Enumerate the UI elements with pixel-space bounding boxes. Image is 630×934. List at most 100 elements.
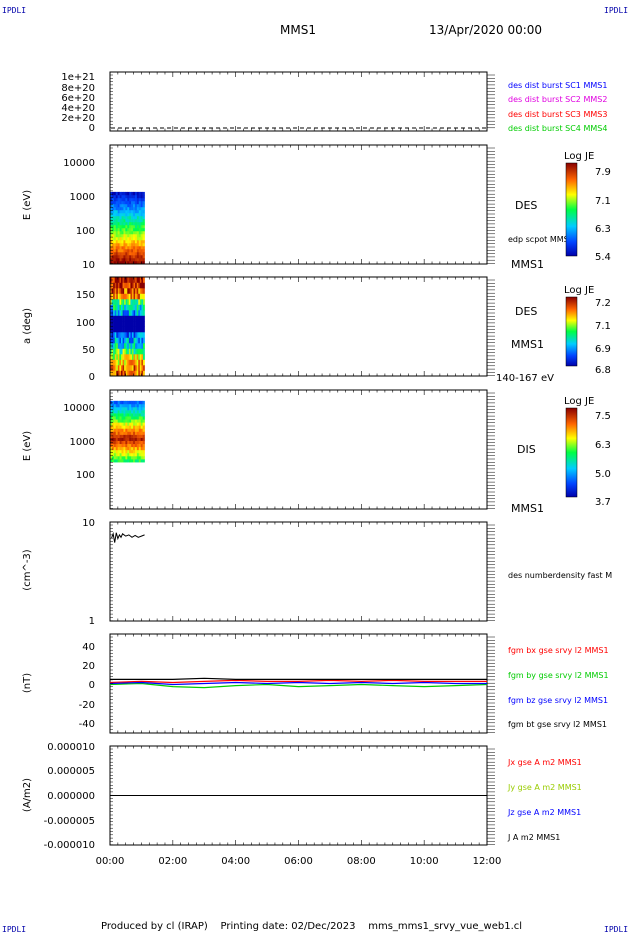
dis-energy-cell [119,410,122,414]
des-energy-cell [111,197,115,202]
des-energy-cell [133,251,136,256]
dis-energy-cell [142,431,145,435]
dis-energy-cell [119,449,122,454]
des-pitch-cell [117,337,120,344]
des-energy-cell [129,257,132,262]
dis-energy-cell [133,428,136,432]
des-energy-cell [131,242,134,247]
des-energy-cell [121,200,124,205]
dis-energy-cell [134,452,138,457]
des-energy-cell [133,227,136,232]
des-pitch-cell [127,321,130,327]
des-pitch-cell [128,321,131,327]
des-energy-cell [111,251,115,256]
dis-energy-cell [134,428,138,432]
dis-energy-cell [133,406,136,411]
dis-energy-cell [121,456,124,460]
header-date: 13/Apr/2020 00:00 [429,23,542,37]
dis-energy-cell [127,437,130,441]
des-energy-cell [117,248,120,253]
dis-energy-cell [117,459,120,463]
dis-energy-instrument: DIS [517,443,536,456]
des-pitch-cell [127,299,130,305]
des-pitch-cell [111,321,114,327]
des-pitch-cell [117,277,120,283]
density-ytick-1: 1 [89,616,95,627]
des-energy-cell [129,224,132,229]
dis-energy-cell [113,428,117,432]
dis-energy-cell [117,425,120,429]
des-energy-cell [138,227,142,232]
dis-energy-cell [110,446,113,451]
des-energy-cell [133,194,136,199]
des-pitch-cell [133,310,136,316]
dis-energy-cell [113,422,117,426]
des-pitch-cell [122,354,125,360]
des-energy-cell [125,200,128,205]
dis-energy-cell [142,400,145,405]
dis-energy-cell [121,437,124,441]
des-pitch-cell [110,332,112,338]
des-energy-cell [138,203,142,208]
current-ylabel: (A/m2) [22,778,33,812]
des-pitch-cell [131,293,134,300]
dis-energy-cell [140,419,143,423]
des-energy-cell [133,206,136,211]
des-energy-cell [133,245,136,250]
des-pitch-cell [142,277,145,283]
des-pitch-cell [127,370,130,377]
des-energy-cell [125,209,128,214]
des-energy-cell [125,215,128,220]
des-pitch-cell [125,370,128,377]
des-pitch-cell [127,277,130,283]
des-pitch-cell [122,310,125,316]
des-energy-cell [129,212,132,217]
des-energy-cell [142,200,145,205]
des-energy-ytick-10: 10 [82,260,95,271]
dis-energy-cell [115,437,118,441]
des-energy-cell [138,230,142,235]
dis-energy-cell [131,400,134,405]
des-energy-cell [127,245,130,250]
dis-energy-cell [138,416,142,420]
des-pitch-cell [136,365,139,371]
x-tick-label: 06:00 [284,856,313,867]
des-energy-cell [127,218,130,223]
dis-energy-cell [138,413,142,417]
dis-energy-cell [142,443,145,448]
des-energy-cell [125,233,128,238]
des-pitch-cell [116,310,119,316]
des-pitch-cell [122,370,125,377]
des-energy-cell [117,236,120,241]
des-pitch-cell [130,315,133,322]
des-pitch-cell [135,321,138,327]
dis-energy-cell [115,413,118,417]
des-energy-cell [140,209,143,214]
des-pitch-cell [135,365,138,371]
dis-energy-cell [113,456,117,460]
des-pitch-cell [117,354,120,360]
dis-energy-cell [110,422,113,426]
des-energy-cell [129,236,132,241]
des-energy-cell [142,206,145,211]
des-pitch-cell [111,332,114,338]
des-energy-cell [110,239,113,244]
dis-energy-cell [131,440,134,445]
des-pitch-cell [124,282,127,289]
des-pitch-cell [124,310,127,316]
des-energy-cell [125,221,128,226]
des-pitch-cell [119,315,122,322]
des-pitch-cell [125,321,128,327]
des-energy-cell [117,251,120,256]
des-energy-cell [133,215,136,220]
des-energy-cell [113,206,117,211]
dis-energy-cell [127,456,130,460]
des-pitch-cell [138,321,141,327]
des-energy-cell [131,260,134,265]
fgm-series-lines [109,677,488,689]
dis-energy-cell [131,452,134,457]
des-pitch-cell [130,304,133,311]
des-pitch-cell [141,337,144,344]
density-ylabel: (cm^-3) [22,549,33,590]
des-energy-cell [129,194,132,199]
